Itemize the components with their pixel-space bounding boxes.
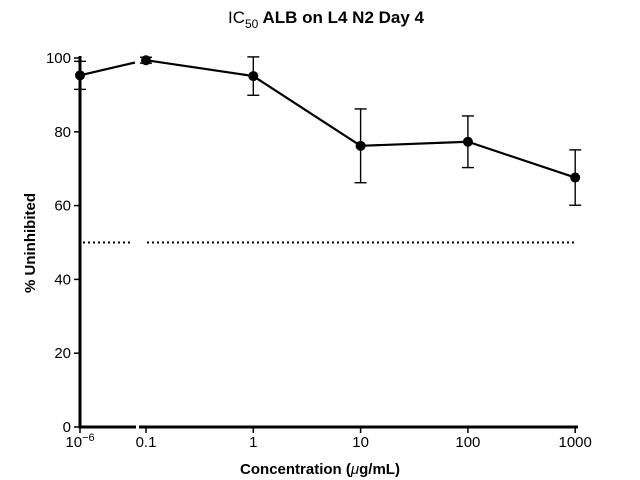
x-tick-label: 1000 [559, 434, 592, 451]
x-tick-label: 100 [455, 434, 480, 451]
data-point [355, 140, 366, 151]
chart-title-prefix: IC [228, 8, 245, 27]
series-line-segment [79, 61, 136, 77]
data-point [141, 55, 151, 66]
x-axis-label-mu: μ [350, 461, 359, 478]
chart-title-subscript: 50 [245, 17, 259, 31]
y-tick-label: 0 [63, 419, 71, 436]
data-point [462, 136, 473, 147]
x-tick-label: 10−6 [65, 432, 94, 451]
x-tick-label: 0.1 [136, 434, 157, 451]
x-tick-label: 1 [249, 434, 257, 451]
data-point [570, 172, 581, 183]
x-tick-label: 10 [352, 434, 369, 451]
x-axis-label: Concentration (μg/mL) [240, 461, 400, 478]
x-tick-label-base: 10 [65, 434, 82, 451]
y-tick-label: 80 [54, 124, 71, 141]
chart-title: IC50 ALB on L4 N2 Day 4 [228, 8, 425, 31]
y-tick-label: 60 [54, 198, 71, 215]
data-point [75, 70, 85, 81]
y-tick-label: 100 [46, 50, 71, 67]
data-point [248, 71, 259, 82]
chart-title-main: ALB on L4 N2 Day 4 [258, 8, 424, 27]
y-tick-label: 40 [54, 271, 71, 288]
y-axis-label: % Uninhibited [22, 193, 39, 293]
y-tick-label: 20 [54, 345, 71, 362]
x-tick-label-exponent: −6 [82, 432, 95, 444]
x-axis-label-suffix: g/mL) [359, 461, 400, 478]
x-axis-label-prefix: Concentration ( [240, 461, 351, 478]
